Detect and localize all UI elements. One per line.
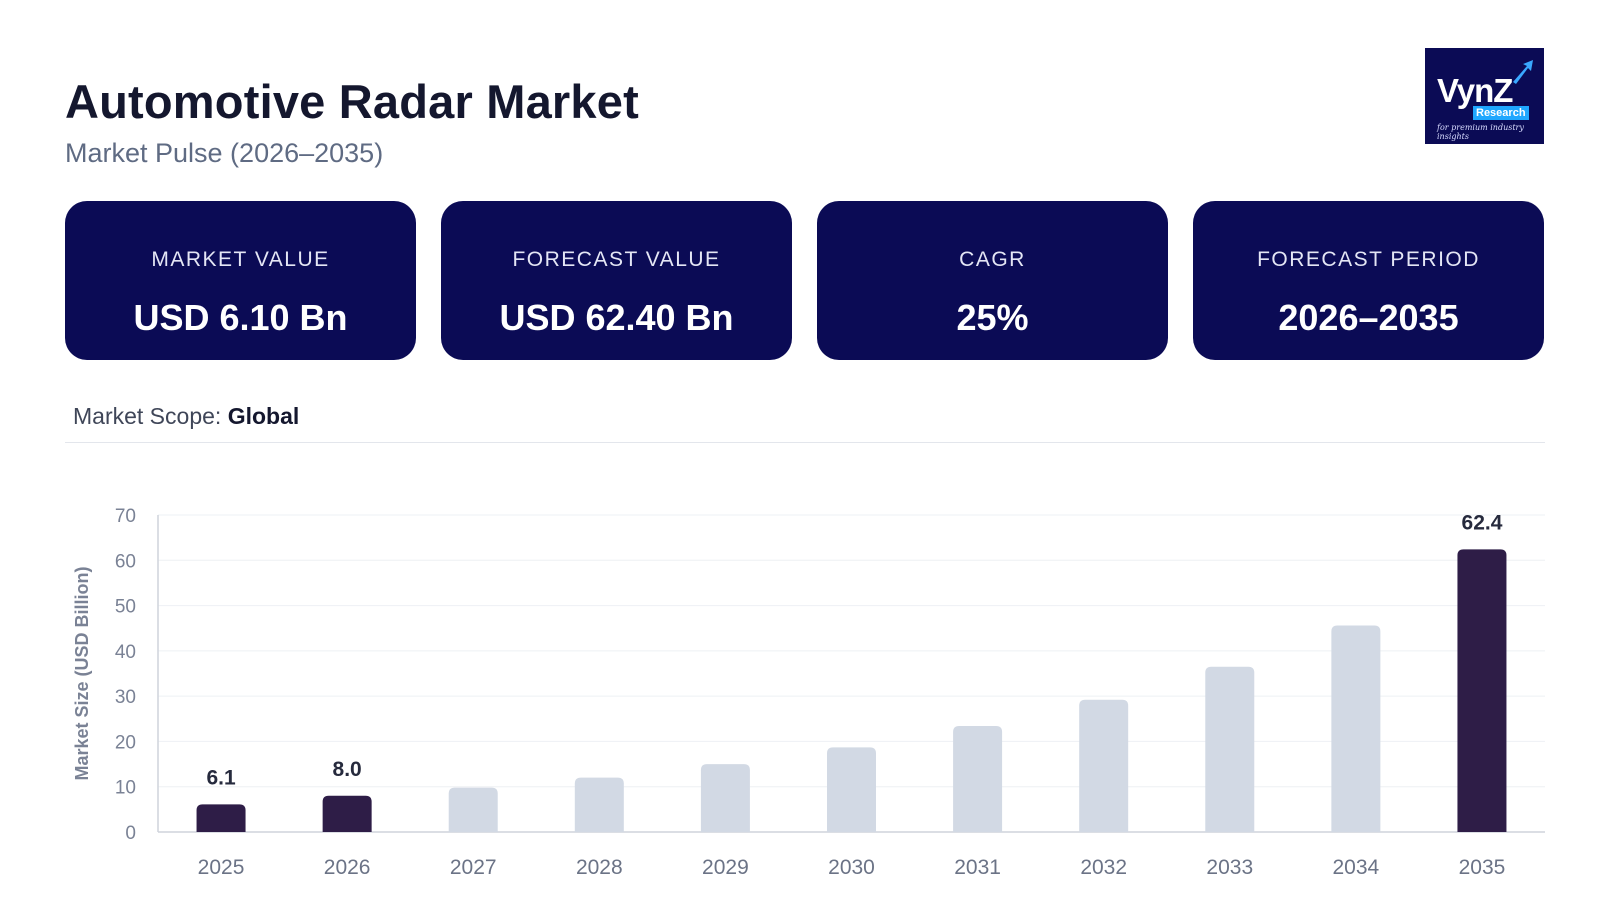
x-tick-label: 2026 <box>324 856 371 879</box>
forecast-period-card: FORECAST PERIOD 2026–2035 <box>1193 201 1544 360</box>
x-tick-label: 2031 <box>954 856 1001 879</box>
card-value: USD 62.40 Bn <box>499 297 734 338</box>
logo-tagline: for premium industry insights <box>1437 123 1524 141</box>
bar-2035 <box>1457 549 1507 832</box>
kpi-cards: MARKET VALUE USD 6.10 Bn FORECAST VALUE … <box>65 201 1545 361</box>
bar-2034 <box>1331 625 1381 832</box>
bar-2029 <box>700 764 750 832</box>
y-tick-label: 60 <box>115 551 136 572</box>
x-tick-label: 2027 <box>450 856 497 879</box>
x-tick-label: 2030 <box>828 856 875 879</box>
page-subtitle: Market Pulse (2026–2035) <box>65 138 384 168</box>
page-title: Automotive Radar Market <box>65 75 639 128</box>
y-tick-label: 40 <box>115 642 136 663</box>
y-tick-label: 70 <box>115 506 136 527</box>
x-tick-label: 2025 <box>198 856 245 879</box>
card-label: MARKET VALUE <box>151 248 330 271</box>
axes: 0 10 20 30 40 50 60 70 <box>115 506 159 844</box>
card-value: 25% <box>956 297 1029 338</box>
vynz-research-logo: VynZ Research for premium industry insig… <box>1425 48 1544 144</box>
data-label-2025: 6.1 <box>206 766 236 789</box>
arrow-logo-icon <box>1513 60 1533 84</box>
x-tick-label: 2028 <box>576 856 623 879</box>
bar-2027 <box>448 787 498 832</box>
market-value-card: MARKET VALUE USD 6.10 Bn <box>65 201 416 360</box>
bar-2028 <box>574 777 624 832</box>
cagr-card: CAGR 25% <box>817 201 1168 360</box>
bar-2033 <box>1205 666 1255 832</box>
grid-lines <box>158 514 1545 833</box>
y-tick-label: 0 <box>125 823 136 844</box>
card-value: 2026–2035 <box>1278 297 1459 338</box>
data-label-2026: 8.0 <box>333 758 362 781</box>
y-tick-label: 50 <box>115 597 136 618</box>
card-label: FORECAST PERIOD <box>1257 248 1480 271</box>
bar-2032 <box>1079 699 1129 832</box>
y-axis-title: Market Size (USD Billion) <box>72 566 92 780</box>
x-tick-label: 2032 <box>1080 856 1127 879</box>
logo-brand-text: VynZ <box>1437 72 1513 109</box>
bar-2025 <box>196 804 246 832</box>
labels: 2025 6.1 2026 8.0 2027 2028 2029 2030 2031 2032 20… <box>198 511 1506 879</box>
forecast-value-card: FORECAST VALUE USD 62.40 Bn <box>441 201 792 360</box>
bars <box>196 549 1507 832</box>
bar-2026 <box>322 795 372 832</box>
market-scope: Market Scope: Global <box>73 403 299 430</box>
x-tick-label: 2035 <box>1459 856 1506 879</box>
data-label-2035: 62.4 <box>1462 511 1503 534</box>
market-scope-value: Global <box>227 403 300 429</box>
y-tick-label: 10 <box>115 778 136 799</box>
card-value: USD 6.10 Bn <box>133 297 348 338</box>
bar-2031 <box>953 726 1003 832</box>
x-tick-label: 2034 <box>1333 856 1380 879</box>
x-tick-label: 2033 <box>1206 856 1253 879</box>
y-tick-label: 30 <box>115 687 136 708</box>
bar-2030 <box>827 747 876 832</box>
logo-research-text: Research <box>1473 106 1529 120</box>
market-scope-label: Market Scope: <box>73 403 222 429</box>
x-tick-label: 2029 <box>702 856 749 879</box>
card-label: CAGR <box>959 248 1026 271</box>
card-label: FORECAST VALUE <box>512 248 721 271</box>
y-tick-label: 20 <box>115 732 136 753</box>
section-divider <box>65 442 1545 443</box>
